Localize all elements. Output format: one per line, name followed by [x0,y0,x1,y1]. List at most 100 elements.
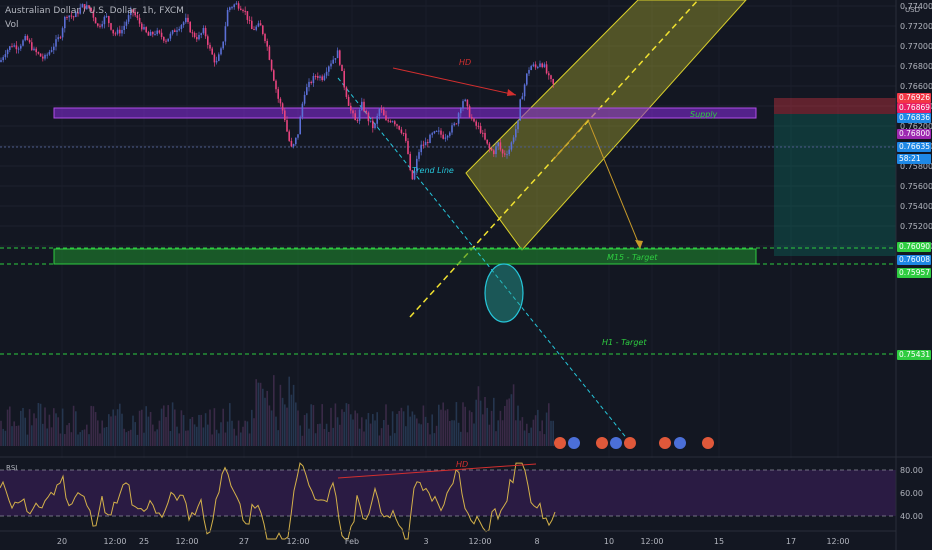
candle-body [515,129,517,138]
candle-body [202,28,205,34]
volume-bar [127,430,130,446]
candle-body [284,110,286,121]
volume-bar [389,435,392,446]
candle-body [44,54,46,59]
candle-body [301,103,304,117]
volume-bar [550,420,552,446]
volume-bar [138,410,141,446]
volume-bar [343,411,345,446]
time-tick: 17 [786,537,796,546]
volume-bar [242,426,244,446]
volume-bar [132,415,134,446]
candle-body [321,76,323,81]
candle-body [548,73,550,76]
candle-body [453,123,455,126]
volume-bar [6,409,9,446]
volume-bar [264,397,266,446]
volume-bar [13,421,15,446]
volume-bar [248,433,251,446]
candle-body [277,89,279,99]
candle-body [402,132,405,134]
currency-label: USD [905,6,920,14]
candle-body [369,120,372,122]
volume-bar [116,409,119,446]
candle-body [108,16,110,24]
candle-body [33,48,35,50]
time-tick: 27 [239,537,249,546]
candle-body [519,99,521,121]
candle-body [354,113,356,121]
volume-bar [101,420,103,446]
time-tick: 10 [604,537,614,546]
volume-bar [149,411,152,446]
volume-bar [114,415,117,446]
volume-bar [207,424,209,446]
candle-body [53,46,55,51]
rsi-band [0,470,896,516]
volume-bar [182,415,185,446]
volume-bar [275,416,277,446]
volume-bar [143,432,145,446]
price-tick: 0.77200 [900,22,932,31]
candle-body [422,144,425,146]
volume-bar [77,434,79,446]
price-scale-label: 0.75957 [897,268,931,278]
candle-body [499,142,502,150]
economic-event-icons[interactable] [554,437,714,449]
candle-body [264,33,266,41]
candle-body [169,33,172,39]
volume-bar [9,406,11,446]
price-scale-label: 0.76635 [897,142,931,152]
candle-body [286,120,288,132]
candle-body [339,50,341,65]
time-tick: 12:00 [175,537,198,546]
candle-body [398,125,400,130]
price-scale-label: 58:21 [897,154,931,164]
candle-body [394,121,396,125]
candle-body [9,46,11,50]
candle-body [110,23,112,30]
volume-bar [512,384,515,446]
candle-body [83,4,86,10]
candle-body [180,25,183,29]
supply-label: Supply [690,110,718,119]
candle-body [42,56,44,59]
candle-body [125,21,128,26]
candle-body [330,63,332,67]
time-tick: 3 [423,537,428,546]
volume-bar [4,430,7,446]
volume-bar [336,417,339,446]
candle-body [486,139,488,144]
candle-body [213,54,216,63]
candle-body [66,16,68,18]
volume-bar [543,434,546,446]
candle-body [303,94,306,104]
candle-body [288,131,290,141]
candle-body [385,115,387,121]
volume-bar [198,414,200,446]
candle-body [50,50,53,52]
candle-body [92,10,95,18]
volume-bar [50,427,53,446]
volume-bar [457,422,460,446]
candle-body [380,108,383,110]
volume-bar [530,427,532,446]
candle-body [361,101,363,111]
price-tick: 0.76200 [900,122,932,131]
volume-bar [405,426,407,446]
volume-bar [411,411,414,446]
volume-bar [444,410,447,446]
volume-bar [400,407,403,446]
candle-body [242,9,244,11]
volume-bar [431,414,433,446]
volume-bar [156,429,158,446]
candle-body [46,54,48,56]
candle-body [248,19,251,21]
volume-bar [466,432,469,446]
volume-bar [262,388,264,446]
candle-body [149,31,152,36]
symbol-title[interactable]: Australian Dollar / U.S. Dollar, 1h, FXC… [5,6,184,16]
candle-body [462,101,464,109]
time-tick: 20 [57,537,67,546]
